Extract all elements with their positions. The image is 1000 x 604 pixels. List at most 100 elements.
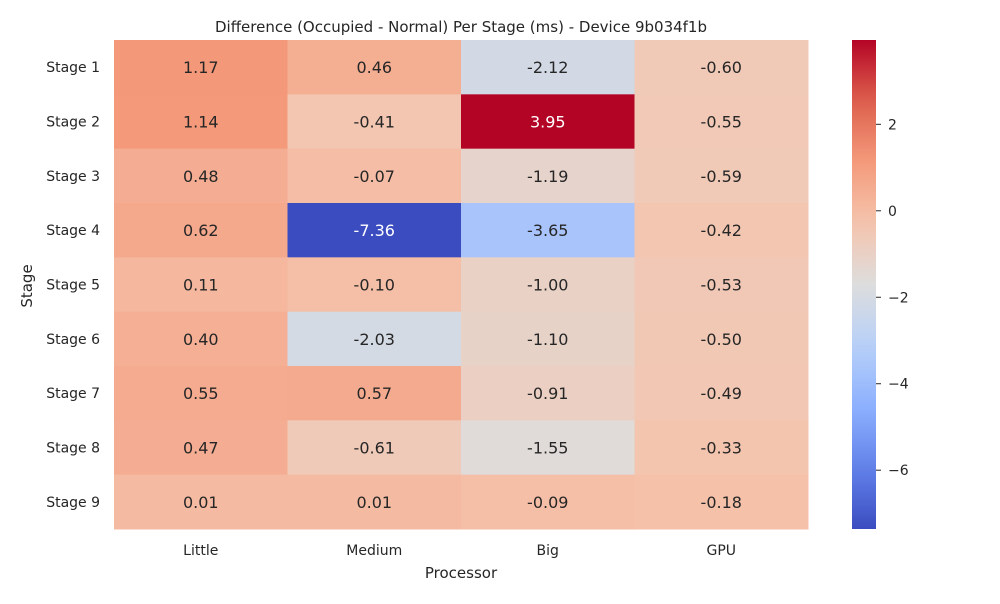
chart-title: Difference (Occupied - Normal) Per Stage… xyxy=(215,18,707,36)
heatmap-cell xyxy=(461,148,635,204)
heatmap-cell xyxy=(114,148,288,204)
cell-value-label: 1.17 xyxy=(183,58,219,77)
heatmap-cell xyxy=(287,40,462,95)
cell-value-label: 0.46 xyxy=(356,58,392,77)
cell-value-label: 0.01 xyxy=(183,493,219,512)
cell-value-label: -0.49 xyxy=(701,384,742,403)
y-tick-label: Stage 7 xyxy=(46,386,100,402)
cell-value-label: 0.47 xyxy=(183,439,219,458)
y-tick-label: Stage 5 xyxy=(46,278,100,294)
cell-value-label: -1.55 xyxy=(527,439,568,458)
heatmap-cell xyxy=(114,420,288,476)
cell-value-label: 0.40 xyxy=(183,330,219,349)
colorbar-tick-label: −4 xyxy=(888,377,909,393)
heatmap-cell xyxy=(461,311,635,367)
y-tick-label: Stage 1 xyxy=(46,60,100,76)
cell-value-label: 3.95 xyxy=(530,113,566,132)
x-axis-label: Processor xyxy=(425,564,498,582)
cell-value-label: -0.53 xyxy=(701,276,742,295)
heatmap-cell xyxy=(634,311,809,367)
heatmap-cell xyxy=(634,203,809,258)
x-tick-label: Little xyxy=(183,543,218,559)
x-tick-label: GPU xyxy=(706,543,736,559)
heatmap-cell xyxy=(114,94,288,150)
heatmap-cell xyxy=(461,474,635,530)
cell-value-label: -0.33 xyxy=(701,439,742,458)
y-axis-label: Stage xyxy=(18,264,36,307)
cell-value-label: -0.18 xyxy=(701,493,742,512)
heatmap-cell xyxy=(287,257,462,313)
heatmap-cell xyxy=(634,366,809,421)
cell-value-label: 0.55 xyxy=(183,384,219,403)
y-tick-label: Stage 8 xyxy=(46,441,100,457)
cell-value-label: -2.03 xyxy=(354,330,395,349)
heatmap-cell xyxy=(634,257,809,313)
colorbar-tick-label: −6 xyxy=(888,463,909,479)
heatmap-cell xyxy=(461,40,635,95)
heatmap-cell xyxy=(114,203,288,258)
cell-value-label: -0.60 xyxy=(701,58,742,77)
cell-value-label: -0.42 xyxy=(701,221,742,240)
cell-value-label: -0.07 xyxy=(354,167,395,186)
heatmap-cell xyxy=(461,420,635,476)
x-tick-label: Medium xyxy=(346,543,402,559)
cell-value-label: 0.57 xyxy=(356,384,392,403)
x-tick-label: Big xyxy=(537,543,559,559)
cell-value-label: 0.62 xyxy=(183,221,219,240)
cell-value-label: -0.59 xyxy=(701,167,742,186)
cell-value-label: 0.01 xyxy=(356,493,392,512)
colorbar-gradient xyxy=(852,40,876,529)
y-tick-label: Stage 6 xyxy=(46,332,100,348)
heatmap-cells xyxy=(114,40,809,530)
heatmap-cell xyxy=(114,40,288,95)
cell-value-label: -3.65 xyxy=(527,221,568,240)
colorbar-tick-label: 0 xyxy=(888,204,897,220)
cell-value-label: -2.12 xyxy=(527,58,568,77)
heatmap-cell xyxy=(114,366,288,421)
colorbar-tick-label: 2 xyxy=(888,117,897,133)
y-tick-label: Stage 4 xyxy=(46,223,100,239)
heatmap-cell xyxy=(461,257,635,313)
heatmap-cell xyxy=(287,474,462,530)
cell-value-label: -0.61 xyxy=(354,439,395,458)
heatmap-cell xyxy=(287,94,462,150)
cell-value-label: -0.10 xyxy=(354,276,395,295)
heatmap-cell xyxy=(287,366,462,421)
y-tick-label: Stage 2 xyxy=(46,115,100,131)
y-tick-label: Stage 9 xyxy=(46,495,100,511)
cell-value-label: -0.55 xyxy=(701,113,742,132)
heatmap-cell xyxy=(634,40,809,95)
colorbar-tick-label: −2 xyxy=(888,290,909,306)
cell-value-label: 1.14 xyxy=(183,113,219,132)
cell-value-label: 0.48 xyxy=(183,167,219,186)
colorbar: 2 0 −2 −4 −6 xyxy=(852,40,909,529)
cell-value-label: -0.41 xyxy=(354,113,395,132)
heatmap-cell xyxy=(287,148,462,204)
cell-value-label: -0.91 xyxy=(527,384,568,403)
cell-value-label: -1.00 xyxy=(527,276,568,295)
heatmap-cell xyxy=(634,420,809,476)
heatmap-cell xyxy=(114,257,288,313)
y-tick-labels: Stage 1 Stage 2 Stage 3 Stage 4 Stage 5 Stage… xyxy=(46,60,100,511)
heatmap-cell xyxy=(287,311,462,367)
cell-value-label: -7.36 xyxy=(354,221,395,240)
cell-value-label: 0.11 xyxy=(183,276,219,295)
heatmap-cell xyxy=(114,474,288,530)
cell-value-label: -0.09 xyxy=(527,493,568,512)
y-tick-label: Stage 3 xyxy=(46,169,100,185)
heatmap-cell xyxy=(634,474,809,530)
cell-value-label: -0.50 xyxy=(701,330,742,349)
cell-value-label: -1.10 xyxy=(527,330,568,349)
heatmap-cell xyxy=(634,94,809,150)
heatmap-cell xyxy=(461,366,635,421)
cell-value-label: -1.19 xyxy=(527,167,568,186)
heatmap-cell xyxy=(461,94,635,150)
heatmap-cell xyxy=(287,203,462,258)
heatmap-cell xyxy=(287,420,462,476)
heatmap-cell xyxy=(634,148,809,204)
heatmap-cell-labels: 1.17 0.46 -2.12 -0.60 1.14 -0.41 3.95 -0.55 0.48… xyxy=(183,58,742,512)
x-tick-labels: Little Medium Big GPU xyxy=(183,543,736,559)
heatmap-cell xyxy=(461,203,635,258)
